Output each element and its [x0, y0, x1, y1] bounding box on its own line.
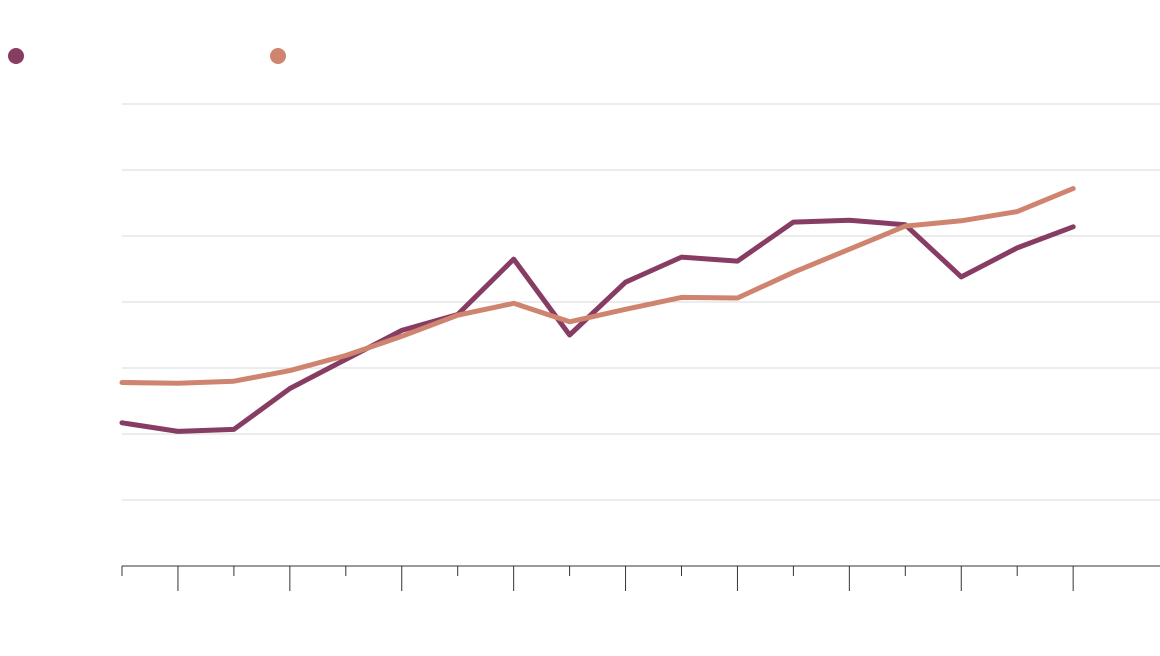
legend-marker-2: [270, 48, 286, 64]
series-line-2: [119, 186, 1076, 386]
legend-marker-1: [8, 48, 24, 64]
series-lines: [119, 186, 1076, 434]
chart-grid: [122, 103, 1160, 501]
x-axis: [121, 565, 1160, 591]
legend: [8, 48, 286, 64]
series-line-1: [119, 217, 1076, 434]
